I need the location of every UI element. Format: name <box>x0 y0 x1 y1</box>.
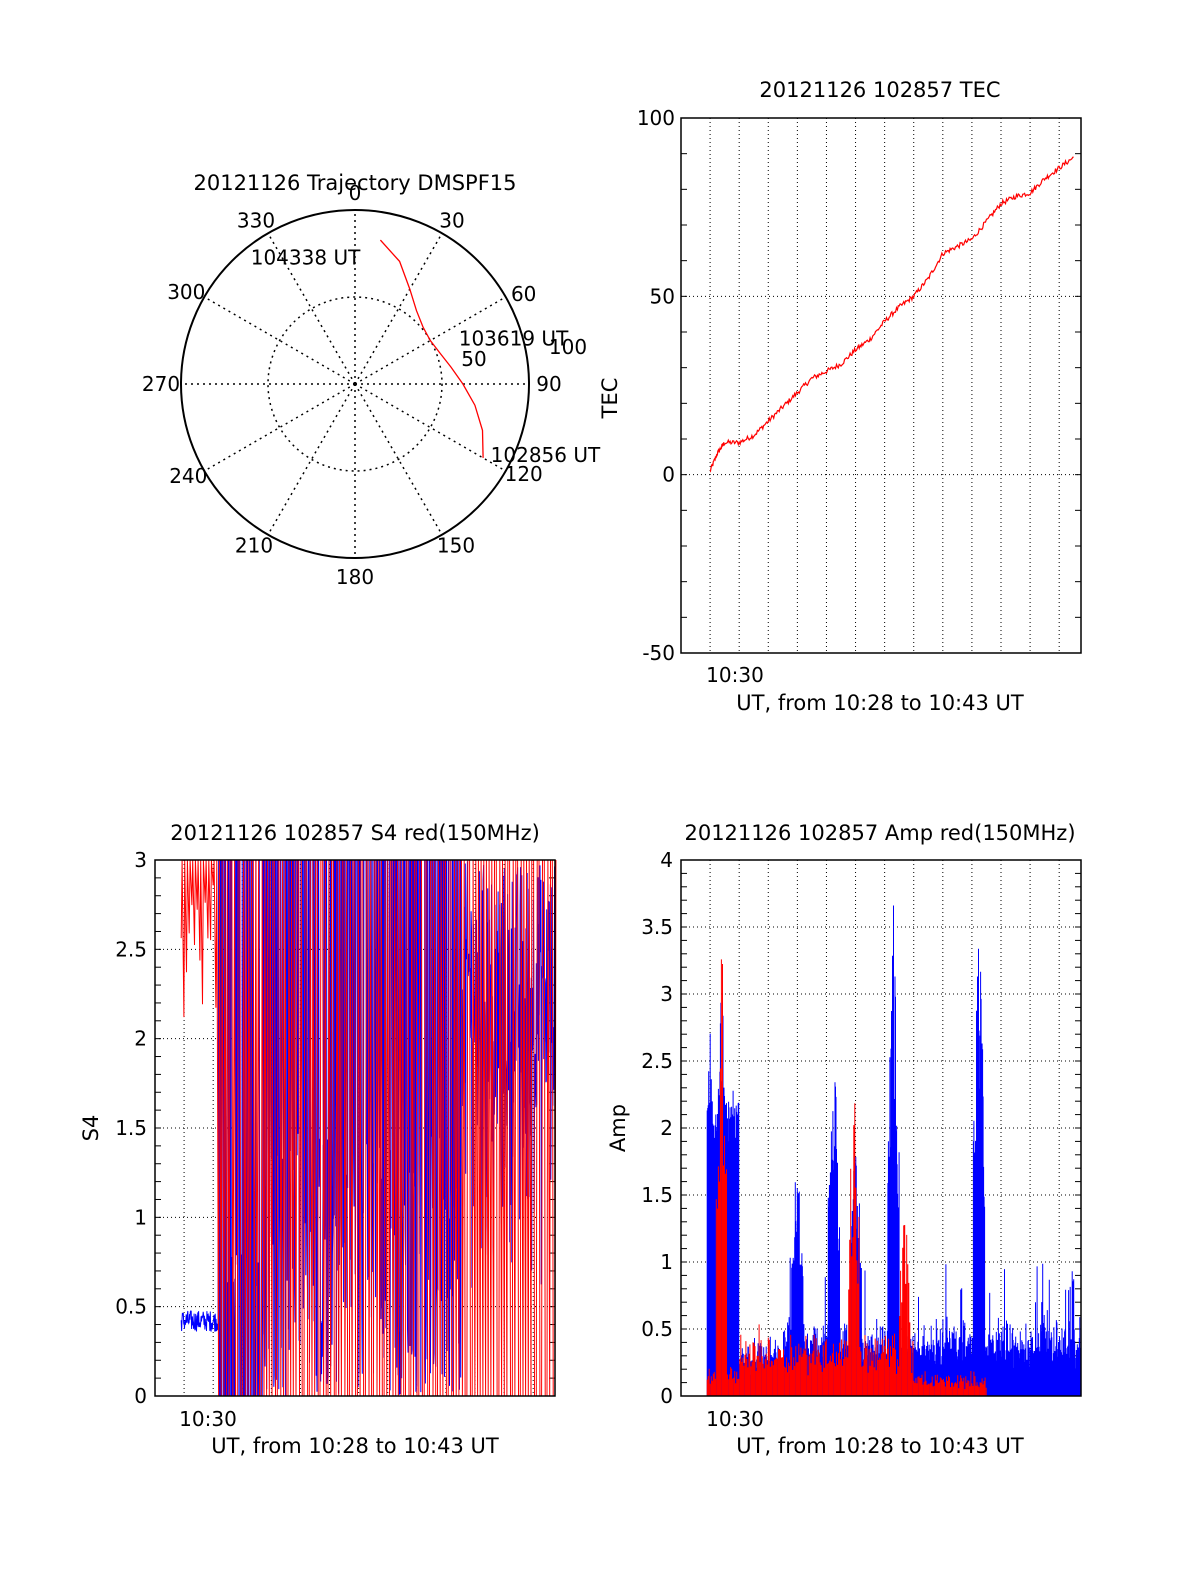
polar-annotation-2: 102856 UT <box>491 443 601 467</box>
s4-chart: 20121126 102857 S4 red(150MHz) 0 0.5 1 1.5 2… <box>79 821 557 1458</box>
polar-trajectory-series <box>379 239 484 458</box>
s4-frame <box>154 859 556 1397</box>
tec-y-tick-label: 0 <box>662 463 675 487</box>
polar-annotations: 104338 UT 103619 UT 102856 UT <box>251 245 601 467</box>
polar-spoke-210 <box>267 383 356 536</box>
s4-y-tick-label: 2 <box>134 1027 147 1051</box>
amp-chart: 20121126 102857 Amp red(150MHz) 0 0.5 1 1.5… <box>606 821 1082 1458</box>
amp-y-label: Amp <box>606 1104 630 1152</box>
s4-series <box>180 859 557 1397</box>
amp-y-tick-label: 3.5 <box>641 915 673 939</box>
polar-radius-label-100: 100 <box>549 335 587 359</box>
polar-angle-label-60: 60 <box>511 282 536 306</box>
tec-x-label: UT, from 10:28 to 10:43 UT <box>736 691 1024 715</box>
s4-y-tick-label: 1 <box>134 1205 147 1229</box>
tec-series <box>709 156 1074 473</box>
polar-angle-label-120: 120 <box>505 462 543 486</box>
s4-title: 20121126 102857 S4 red(150MHz) <box>170 821 540 845</box>
amp-y-tick-label: 0.5 <box>641 1317 673 1341</box>
amp-blue-bars <box>706 905 1082 1396</box>
polar-radius-circle-50 <box>267 296 443 472</box>
s4-tick-labels: 0 0.5 1 1.5 2 2.5 3 <box>115 848 147 1408</box>
amp-frame <box>680 859 1082 1397</box>
polar-angle-label-210: 210 <box>235 534 273 558</box>
tec-y-tick-label: 50 <box>650 284 675 308</box>
polar-spoke-60 <box>354 296 507 385</box>
amp-y-tick-label: 2 <box>660 1116 673 1140</box>
s4-red-line <box>180 859 557 1397</box>
s4-y-tick-label: 1.5 <box>115 1116 147 1140</box>
tec-line <box>709 156 1074 473</box>
amp-grid <box>681 859 1081 1397</box>
polar-spoke-300 <box>203 296 356 385</box>
tec-title: 20121126 102857 TEC <box>759 78 1000 102</box>
s4-x-tick-label: 10:30 <box>179 1407 237 1431</box>
polar-spoke-120 <box>354 383 507 472</box>
polar-radius-label-50: 50 <box>461 347 486 371</box>
amp-y-tick-label: 1.5 <box>641 1183 673 1207</box>
s4-x-label: UT, from 10:28 to 10:43 UT <box>211 1434 499 1458</box>
polar-angle-label-0: 0 <box>349 181 362 205</box>
s4-y-label: S4 <box>79 1115 103 1142</box>
polar-grid <box>181 210 529 558</box>
tec-chart: 20121126 102857 TEC -50 0 50 100 10:30 UT, … <box>637 78 1082 715</box>
polar-angle-label-90: 90 <box>536 372 561 396</box>
amp-tick-labels: 0 0.5 1 1.5 2 2.5 3 3.5 4 <box>641 848 673 1408</box>
tec-frame <box>680 117 1082 654</box>
polar-angle-label-180: 180 <box>336 565 374 589</box>
polar-annotation-0: 104338 UT <box>251 245 361 269</box>
amp-x-tick-label: 10:30 <box>706 1407 764 1431</box>
polar-angle-label-300: 300 <box>167 280 205 304</box>
tec-y-tick-label: 100 <box>637 106 675 130</box>
tec-grid <box>681 117 1081 654</box>
polar-angle-label-270: 270 <box>142 372 180 396</box>
polar-angle-label-150: 150 <box>437 534 475 558</box>
tec-tick-labels: -50 0 50 100 <box>637 106 675 665</box>
polar-spoke-330 <box>267 232 356 385</box>
polar-spoke-240 <box>203 383 356 472</box>
polar-spoke-30 <box>354 232 443 385</box>
s4-y-tick-label: 2.5 <box>115 937 147 961</box>
tec-x-tick-label: 10:30 <box>706 663 764 687</box>
amp-y-tick-label: 1 <box>660 1250 673 1274</box>
amp-y-tick-label: 4 <box>660 848 673 872</box>
polar-spoke-150 <box>354 383 443 536</box>
trajectory-title: 20121126 Trajectory DMSPF15 <box>193 171 516 195</box>
amp-title: 20121126 102857 Amp red(150MHz) <box>684 821 1075 845</box>
polar-trajectory-line <box>379 239 484 458</box>
amp-series <box>706 905 1082 1396</box>
polar-angle-label-330: 330 <box>237 208 275 232</box>
s4-y-tick-label: 3 <box>134 848 147 872</box>
polar-annotation-1: 103619 UT <box>459 327 569 351</box>
polar-angle-label-30: 30 <box>439 208 464 232</box>
tec-y-tick-label: -50 <box>642 641 675 665</box>
s4-y-tick-label: 0.5 <box>115 1295 147 1319</box>
trajectory-polar-chart: 20121126 Trajectory DMSPF15 0 30 60 90 120 15… <box>142 171 622 589</box>
amp-y-tick-label: 3 <box>660 982 673 1006</box>
amp-y-tick-label: 0 <box>660 1384 673 1408</box>
polar-angle-label-240: 240 <box>169 464 207 488</box>
amp-x-label: UT, from 10:28 to 10:43 UT <box>736 1434 1024 1458</box>
s4-y-tick-label: 0 <box>134 1384 147 1408</box>
polar-side-label: TEC <box>598 378 622 420</box>
polar-radius-labels: 50 100 <box>461 335 587 371</box>
amp-y-tick-label: 2.5 <box>641 1049 673 1073</box>
amp-red-bars <box>706 959 987 1396</box>
polar-angle-labels: 0 30 60 90 120 150 180 210 240 270 300 330 <box>142 181 562 589</box>
polar-outer-ring <box>180 209 530 559</box>
